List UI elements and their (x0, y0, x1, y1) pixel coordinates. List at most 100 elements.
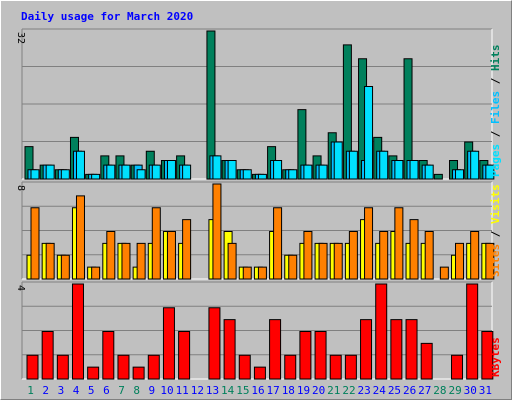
bar-sites-day-16 (257, 266, 267, 280)
x-tick-day-13: 13 (206, 384, 219, 397)
bar-kbytes-day-29 (451, 354, 464, 380)
x-tick-day-5: 5 (88, 384, 95, 397)
chart-title: Daily usage for March 2020 (21, 10, 193, 23)
bar-sites-day-5 (91, 266, 101, 280)
bar-sites-day-10 (166, 231, 176, 280)
x-tick-day-15: 15 (236, 384, 249, 397)
x-tick-day-1: 1 (27, 384, 34, 397)
bar-sites-day-1 (30, 207, 40, 280)
bar-kbytes-day-21 (329, 354, 342, 380)
bar-pages-day-25 (394, 160, 404, 180)
x-tick-day-11: 11 (176, 384, 189, 397)
bar-sites-day-7 (121, 242, 131, 280)
x-tick-day-27: 27 (418, 384, 431, 397)
bar-pages-day-7 (121, 164, 131, 180)
bar-sites-day-31 (485, 242, 495, 280)
bar-pages-day-20 (318, 164, 328, 180)
x-tick-day-10: 10 (160, 384, 173, 397)
bar-sites-day-29 (455, 242, 465, 280)
bar-pages-day-1 (30, 169, 40, 180)
bar-pages-day-10 (166, 160, 176, 180)
bar-sites-day-13 (212, 183, 222, 280)
x-tick-day-22: 22 (342, 384, 355, 397)
bar-pages-day-16 (257, 173, 267, 180)
x-tick-day-6: 6 (103, 384, 110, 397)
bar-kbytes-day-9 (147, 354, 160, 380)
x-tick-day-18: 18 (282, 384, 295, 397)
x-tick-day-9: 9 (149, 384, 156, 397)
bar-pages-day-26 (409, 160, 419, 180)
x-tick-day-19: 19 (297, 384, 310, 397)
series-axis-label: Pages / Files / Hits (489, 45, 502, 178)
x-tick-day-28: 28 (433, 384, 446, 397)
bar-pages-day-13 (212, 155, 222, 180)
bar-kbytes-day-2 (41, 331, 54, 380)
y-max-label: 8 (15, 185, 26, 191)
bar-pages-day-21 (333, 141, 343, 180)
bar-sites-day-28 (439, 266, 449, 280)
bar-kbytes-day-14 (223, 319, 236, 380)
bar-pages-day-31 (485, 164, 495, 180)
bar-pages-day-19 (303, 164, 313, 180)
bar-sites-day-27 (424, 231, 434, 280)
bar-sites-day-11 (182, 219, 192, 280)
bar-pages-day-6 (106, 164, 116, 180)
bar-kbytes-day-15 (238, 354, 251, 380)
x-tick-day-21: 21 (327, 384, 340, 397)
bar-sites-day-8 (136, 242, 146, 280)
x-tick-day-12: 12 (191, 384, 204, 397)
bar-pages-day-8 (136, 169, 146, 180)
bar-sites-day-3 (60, 254, 70, 280)
bar-sites-day-15 (242, 266, 252, 280)
bar-hits-day-28 (433, 173, 443, 180)
x-tick-day-31: 31 (479, 384, 492, 397)
bar-pages-day-5 (91, 173, 101, 180)
bar-kbytes-day-17 (269, 319, 282, 380)
x-tick-day-17: 17 (267, 384, 280, 397)
bar-sites-day-9 (151, 207, 161, 280)
bar-kbytes-day-23 (360, 319, 373, 380)
bar-kbytes-day-13 (208, 307, 221, 380)
bar-pages-day-22 (348, 150, 358, 180)
bar-pages-day-14 (227, 160, 237, 180)
bar-sites-day-26 (409, 219, 419, 280)
bar-kbytes-day-27 (420, 342, 433, 380)
bar-sites-day-30 (470, 231, 480, 280)
bar-kbytes-day-25 (390, 319, 403, 380)
x-tick-day-20: 20 (312, 384, 325, 397)
bar-sites-day-21 (333, 242, 343, 280)
bar-kbytes-day-11 (178, 331, 191, 380)
x-tick-day-8: 8 (133, 384, 140, 397)
bar-kbytes-day-10 (162, 307, 175, 380)
bar-pages-day-30 (470, 150, 480, 180)
bar-pages-day-4 (75, 150, 85, 180)
bar-kbytes-day-30 (466, 283, 479, 380)
bar-sites-day-4 (75, 195, 85, 280)
bar-sites-day-2 (45, 242, 55, 280)
bar-sites-day-23 (364, 207, 374, 280)
x-tick-day-26: 26 (403, 384, 416, 397)
bar-kbytes-day-8 (132, 366, 145, 380)
bar-sites-day-24 (379, 231, 389, 280)
bar-pages-day-29 (455, 169, 465, 180)
bar-kbytes-day-24 (375, 283, 388, 380)
x-tick-day-24: 24 (373, 384, 387, 397)
series-axis-label: KBytes (489, 337, 502, 377)
bar-kbytes-day-22 (344, 354, 357, 380)
bar-sites-day-22 (348, 231, 358, 280)
bar-pages-day-27 (424, 164, 434, 180)
x-tick-day-30: 30 (464, 384, 477, 397)
bar-kbytes-day-6 (102, 331, 115, 380)
bar-pages-day-9 (151, 164, 161, 180)
bar-kbytes-day-19 (299, 331, 312, 380)
bar-kbytes-day-20 (314, 331, 327, 380)
bar-pages-day-24 (379, 150, 389, 180)
bar-sites-day-14 (227, 242, 237, 280)
x-tick-day-29: 29 (448, 384, 461, 397)
panel-2: 8 Sites / Visits (15, 181, 502, 280)
bar-sites-day-17 (273, 207, 283, 280)
bar-kbytes-day-31 (481, 331, 494, 380)
bar-sites-day-25 (394, 207, 404, 280)
